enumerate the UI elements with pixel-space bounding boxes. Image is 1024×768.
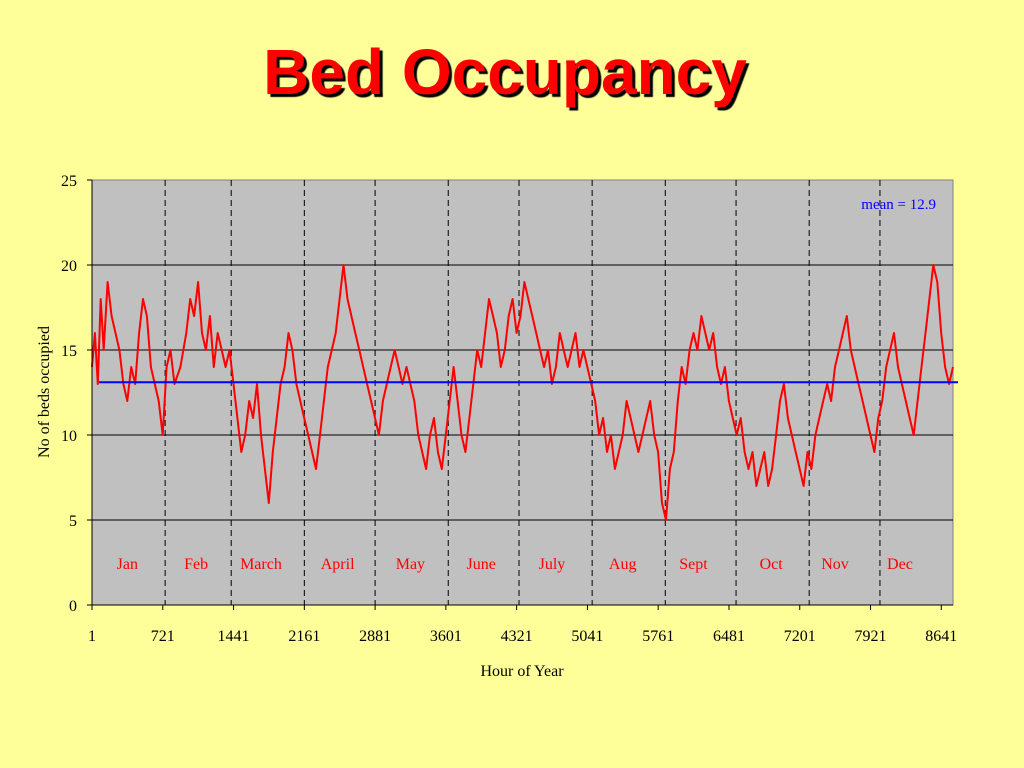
y-ticks: 0 5 10 15 20 25 — [61, 173, 92, 615]
month-dividers — [164, 180, 881, 605]
x-tick-label-6481: 6481 — [713, 628, 745, 645]
month-label-june: June — [467, 556, 496, 573]
slide-title: Bed Occupancy — [263, 36, 747, 108]
x-tick-label-1441: 1441 — [218, 628, 250, 645]
month-label-feb: Feb — [184, 556, 208, 573]
x-tick-label-2881: 2881 — [359, 628, 391, 645]
month-label-dec: Dec — [887, 556, 913, 573]
y-axis-title: No of beds occupied — [36, 326, 53, 458]
y-tick-label-0: 0 — [69, 598, 77, 615]
x-tick-label-1: 1 — [88, 628, 96, 645]
x-tick-label-8641: 8641 — [925, 628, 957, 645]
y-tick-label-15: 15 — [61, 343, 77, 360]
y-tick-label-5: 5 — [69, 513, 77, 530]
x-tick-label-721: 721 — [151, 628, 175, 645]
month-label-jan: Jan — [117, 556, 138, 573]
x-tick-label-7921: 7921 — [855, 628, 887, 645]
month-label-nov: Nov — [821, 556, 849, 573]
month-label-july: July — [539, 556, 566, 573]
month-label-aug: Aug — [609, 556, 637, 573]
x-ticks: 1 721 1441 2161 2881 3601 4321 5041 5761 6481 7201… — [88, 605, 957, 645]
plot-area — [91, 179, 954, 606]
x-tick-label-5761: 5761 — [642, 628, 674, 645]
month-labels: Jan Feb March April May June July Aug Sept Oct Nov… — [117, 556, 913, 573]
series-line-1 — [91, 264, 954, 521]
axes — [91, 180, 953, 606]
month-label-oct: Oct — [760, 556, 784, 573]
y-tick-label-25: 25 — [61, 173, 77, 190]
x-tick-label-4321: 4321 — [501, 628, 533, 645]
month-label-sept: Sept — [679, 556, 708, 573]
month-label-march: March — [240, 556, 282, 573]
month-label-may: May — [396, 556, 425, 573]
x-tick-label-7201: 7201 — [784, 628, 816, 645]
mean-group: mean = 12.9 — [99, 197, 958, 384]
x-tick-label-5041: 5041 — [571, 628, 603, 645]
y-tick-label-20: 20 — [61, 258, 77, 275]
x-tick-label-3601: 3601 — [430, 628, 462, 645]
mean-label: mean = 12.9 — [861, 197, 936, 213]
month-label-april: April — [321, 556, 355, 573]
y-tick-label-10: 10 — [61, 428, 77, 445]
series-group — [91, 264, 954, 521]
x-axis-title: Hour of Year — [480, 663, 564, 680]
x-tick-label-2161: 2161 — [288, 628, 320, 645]
